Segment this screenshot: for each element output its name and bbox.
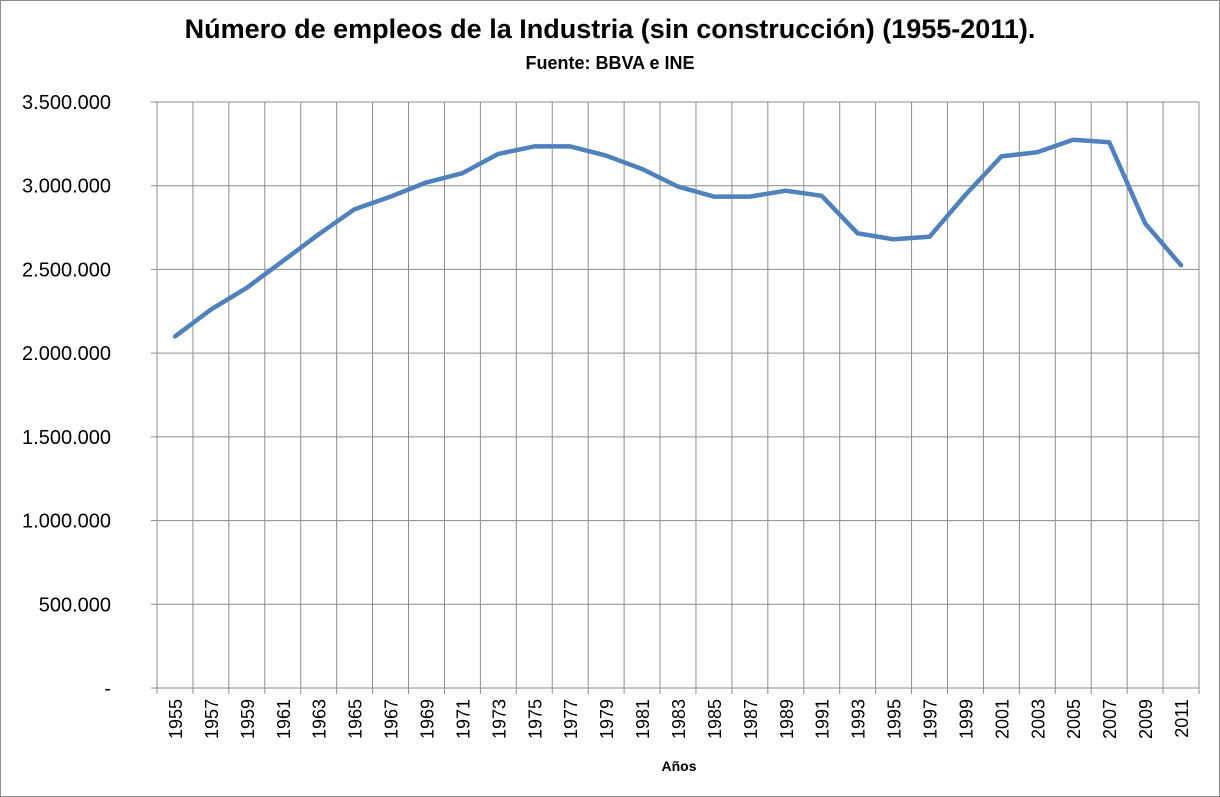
- x-tick-label: 1993: [849, 699, 869, 739]
- x-tick-label: 1955: [166, 699, 186, 739]
- x-tick-label: 1989: [777, 699, 797, 739]
- x-tick-labels: 1955 1957 1959 1961 1963 1965 1967 1969 1971 1973…: [166, 699, 1192, 739]
- x-tick-label: 1999: [956, 699, 976, 739]
- series-line: [172, 137, 1184, 339]
- x-tick-label: 1991: [813, 699, 833, 739]
- x-tick-label: 1965: [346, 699, 366, 739]
- y-tick-label: 3.500.000: [22, 92, 111, 114]
- chart-title: Número de empleos de la Industria (sin c…: [184, 14, 1036, 44]
- gridlines: [157, 101, 1200, 688]
- axes: [151, 101, 1200, 694]
- x-tick-label: 1961: [274, 699, 294, 739]
- x-tick-label: 1995: [885, 699, 905, 739]
- y-tick-label: -: [104, 678, 111, 700]
- x-tick-label: 1981: [633, 699, 653, 739]
- series-layer: [172, 137, 1184, 339]
- y-tick-label: 2.500.000: [22, 259, 111, 281]
- x-tick-label: 1983: [669, 699, 689, 739]
- x-tick-label: 1973: [489, 699, 509, 739]
- x-tick-label: 1963: [310, 699, 330, 739]
- x-tick-label: 1967: [382, 699, 402, 739]
- x-tick-label: 2003: [1028, 699, 1048, 739]
- x-tick-label: 2011: [1172, 699, 1192, 738]
- y-tick-label: 3.000.000: [22, 176, 111, 198]
- x-tick-label: 2005: [1064, 699, 1084, 739]
- x-tick-label: 1971: [453, 699, 473, 739]
- x-tick-label: 1987: [741, 699, 761, 739]
- x-axis-label: Años: [662, 758, 697, 774]
- y-tick-labels: - 500.000 1.000.000 1.500.000 2.000.000 2.500…: [22, 92, 111, 700]
- y-tick-label: 1.500.000: [22, 427, 111, 449]
- x-tick-label: 1969: [417, 699, 437, 739]
- x-tick-label: 1957: [202, 699, 222, 739]
- chart-subtitle: Fuente: BBVA e INE: [525, 53, 695, 73]
- x-tick-label: 1977: [561, 699, 581, 739]
- x-tick-label: 1985: [705, 699, 725, 739]
- y-tick-label: 500.000: [39, 594, 111, 616]
- x-tick-label: 2007: [1100, 699, 1120, 739]
- x-tick-label: 1959: [238, 699, 258, 739]
- x-tick-label: 2009: [1136, 699, 1156, 739]
- x-tick-label: 1997: [921, 699, 941, 739]
- y-tick-label: 2.000.000: [22, 343, 111, 365]
- x-tick-label: 1979: [597, 699, 617, 739]
- x-tick-label: 2001: [992, 699, 1012, 739]
- y-tick-label: 1.000.000: [22, 511, 111, 533]
- x-tick-label: 1975: [525, 699, 545, 739]
